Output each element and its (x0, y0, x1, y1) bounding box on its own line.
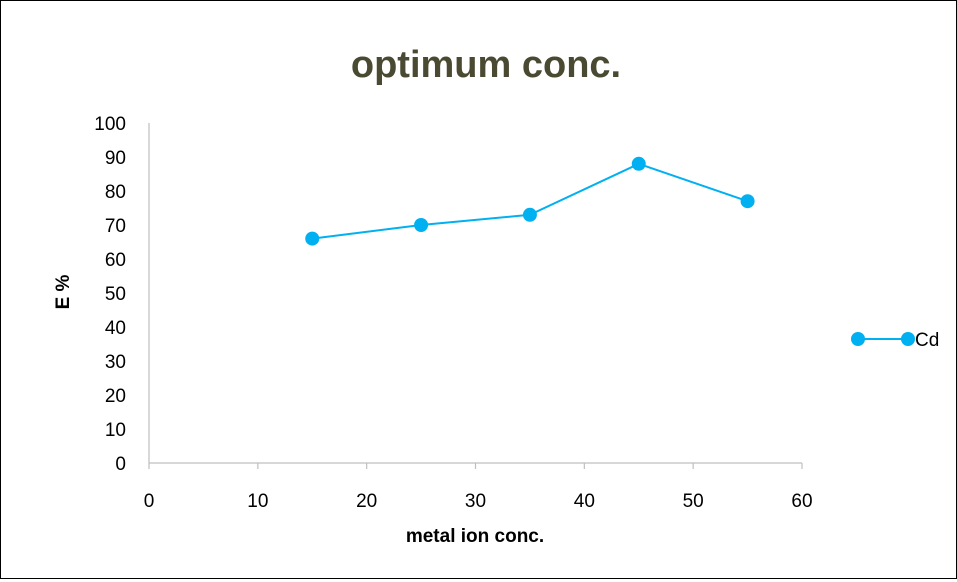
x-tick-label: 30 (465, 491, 486, 512)
x-axis: 0 10 20 30 40 50 60 (144, 462, 813, 512)
y-tick-label: 90 (105, 148, 126, 169)
data-point (522, 207, 537, 222)
y-tick-label: 100 (94, 114, 126, 135)
data-point (305, 231, 320, 246)
legend-label: Cd (915, 330, 939, 351)
legend-marker (851, 332, 865, 346)
legend-marker (901, 332, 915, 346)
y-tick-label: 20 (105, 386, 126, 407)
y-tick-label: 60 (105, 250, 126, 271)
y-tick-label: 0 (115, 454, 126, 475)
y-axis-label: E % (53, 274, 74, 309)
chart-title: optimum conc. (351, 44, 621, 86)
x-tick-label: 40 (574, 491, 595, 512)
x-tick-label: 10 (247, 491, 268, 512)
y-tick-label: 40 (105, 318, 126, 339)
y-tick-label: 50 (105, 284, 126, 305)
y-tick-label: 10 (105, 420, 126, 441)
data-point (631, 156, 646, 171)
data-point (414, 218, 429, 232)
x-tick-label: 50 (683, 491, 704, 512)
data-point (740, 194, 755, 209)
x-tick-label: 60 (791, 491, 812, 512)
y-tick-label: 80 (105, 182, 126, 203)
legend: Cd (851, 330, 939, 351)
x-tick-label: 20 (356, 491, 377, 512)
y-axis: 0 10 20 30 40 50 60 70 80 90 100 (94, 114, 150, 475)
y-tick-label: 30 (105, 352, 126, 373)
y-tick-label: 70 (105, 216, 126, 237)
x-axis-label: metal ion conc. (406, 526, 544, 547)
series-layer (305, 156, 755, 246)
series-line (312, 162, 748, 240)
x-tick-label: 0 (144, 491, 155, 512)
